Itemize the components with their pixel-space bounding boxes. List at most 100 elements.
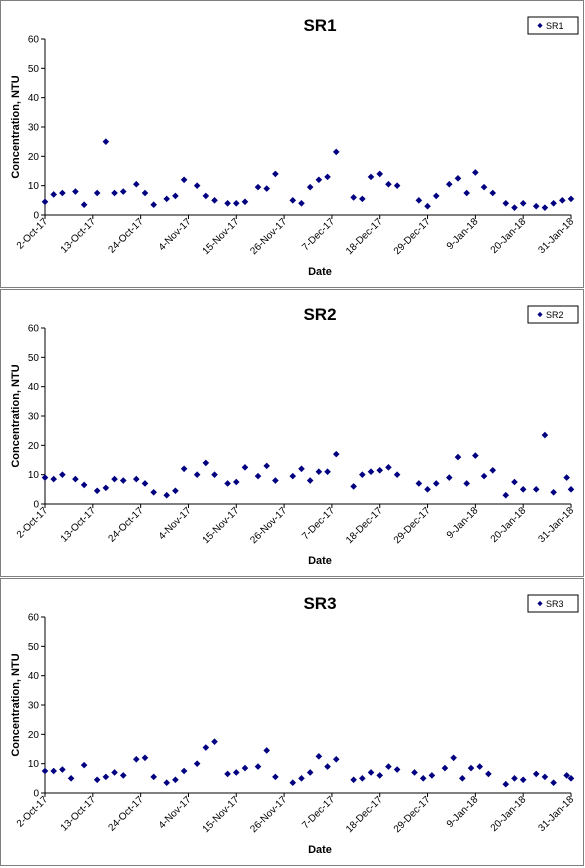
data-point: [502, 491, 510, 499]
data-point: [359, 471, 366, 478]
data-point: [224, 480, 231, 487]
data-point: [224, 770, 231, 778]
y-tick-label: 30: [28, 412, 40, 423]
legend-label: SR1: [546, 21, 564, 31]
data-point: [202, 744, 210, 751]
y-tick-label: 0: [33, 789, 39, 800]
data-point: [67, 775, 75, 782]
chart-panel-sr2: SR2 0 10 20 30 40 50 60 2-Oct-17 13-Oct-17 24-Oct-…: [0, 289, 584, 577]
data-point: [224, 199, 231, 207]
data-point: [289, 472, 297, 480]
x-tick-label: 18-Dec-17: [344, 794, 385, 835]
data-point: [567, 195, 575, 203]
data-point: [150, 201, 157, 209]
data-point: [550, 488, 557, 496]
data-point: [432, 480, 440, 487]
data-point: [432, 192, 440, 200]
x-tick-label: 24-Oct-17: [107, 505, 147, 545]
data-point: [376, 466, 384, 474]
data-point: [424, 486, 431, 493]
data-point: [119, 477, 127, 484]
x-tick-label: 15-Nov-17: [201, 216, 242, 257]
data-point: [119, 772, 127, 779]
data-point: [289, 779, 297, 787]
data-point: [80, 481, 88, 489]
data-point: [563, 474, 570, 481]
data-point: [454, 453, 462, 461]
y-tick-label: 0: [33, 211, 39, 222]
data-point: [385, 763, 392, 770]
y-tick-label: 20: [28, 152, 40, 163]
data-point: [132, 180, 140, 188]
legend: SR3: [527, 594, 579, 613]
legend: SR2: [527, 305, 579, 324]
data-point: [80, 201, 88, 209]
data-point: [163, 491, 171, 499]
data-point: [111, 769, 118, 776]
data-point: [298, 465, 305, 473]
x-tick-label: 15-Nov-17: [201, 505, 242, 546]
x-tick-label: 13-Oct-17: [59, 505, 99, 545]
data-point: [332, 148, 340, 156]
data-point: [59, 189, 66, 197]
data-point: [289, 197, 297, 204]
data-point: [272, 170, 279, 178]
y-tick-label: 50: [28, 353, 40, 364]
data-point: [511, 478, 518, 486]
data-point: [454, 175, 462, 182]
data-point: [41, 198, 49, 206]
data-point: [193, 760, 201, 767]
x-tick-label: 18-Dec-17: [344, 216, 385, 257]
data-point: [172, 487, 179, 495]
data-point: [298, 775, 305, 782]
data-point: [415, 197, 423, 204]
x-tick-label: 20-Jan-18: [489, 794, 529, 834]
data-point: [550, 199, 557, 207]
data-point: [567, 775, 575, 782]
data-point: [428, 772, 436, 779]
data-point: [41, 474, 49, 481]
data-point: [232, 769, 240, 776]
data-point: [132, 475, 140, 483]
data-point: [415, 480, 423, 487]
data-point: [367, 173, 375, 181]
data-point: [211, 197, 218, 204]
y-tick-label: 10: [28, 470, 40, 481]
y-tick-label: 20: [28, 730, 40, 741]
chart-title: SR1: [303, 16, 336, 35]
data-point: [263, 462, 271, 470]
x-tick-label: 9-Jan-18: [445, 505, 481, 541]
legend-box: [527, 305, 579, 324]
data-point: [132, 755, 140, 763]
data-point: [298, 199, 305, 207]
data-point: [541, 431, 549, 439]
data-point: [324, 468, 331, 476]
data-point: [419, 775, 427, 782]
legend-box: [527, 16, 579, 35]
data-point: [350, 483, 357, 490]
x-tick-label: 15-Nov-17: [201, 794, 242, 835]
data-point: [511, 204, 518, 211]
x-tick-label: 29-Dec-17: [392, 216, 433, 257]
data-point: [202, 192, 210, 200]
legend-marker: [537, 600, 543, 607]
data-point: [350, 194, 357, 201]
data-point: [180, 176, 188, 184]
data-point: [50, 475, 57, 483]
data-point: [359, 775, 366, 782]
data-point: [489, 466, 497, 474]
data-point: [102, 138, 110, 145]
x-tick-label: 26-Nov-17: [248, 794, 289, 835]
legend-label: SR3: [546, 599, 564, 609]
data-point: [393, 471, 401, 478]
data-point: [163, 195, 171, 203]
legend-box: [527, 594, 579, 613]
data-point: [172, 776, 179, 784]
y-tick-label: 60: [28, 35, 40, 46]
data-point: [50, 767, 57, 775]
x-tick-label: 18-Dec-17: [344, 505, 385, 546]
legend-label: SR2: [546, 310, 564, 320]
data-point: [102, 773, 110, 781]
legend-marker: [537, 311, 543, 318]
